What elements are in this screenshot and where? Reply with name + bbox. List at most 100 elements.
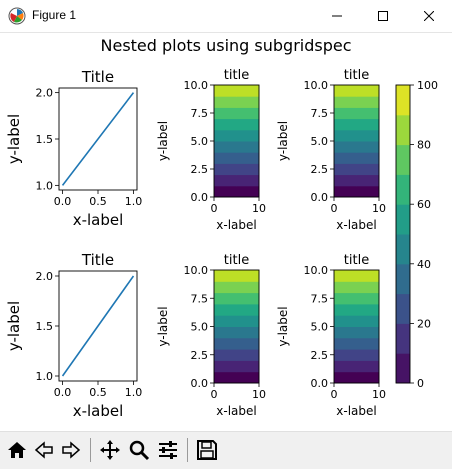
toolbar-separator bbox=[90, 438, 91, 462]
heatmap-cell bbox=[334, 129, 357, 142]
maximize-icon bbox=[378, 11, 388, 21]
maximize-button[interactable] bbox=[360, 0, 406, 32]
heatmap-cell bbox=[334, 371, 357, 384]
x-tick-label: 10 bbox=[252, 388, 266, 401]
heatmap-cell bbox=[334, 292, 357, 305]
heatmap-cell bbox=[334, 349, 357, 361]
heatmap-cell bbox=[214, 163, 237, 176]
heatmap-cell bbox=[334, 118, 357, 131]
heatmap-cell bbox=[334, 326, 357, 339]
heatmap-cell bbox=[356, 163, 380, 176]
x-tick-label: 0.0 bbox=[54, 386, 72, 399]
pan-button[interactable] bbox=[97, 437, 123, 463]
heatmap-cell bbox=[334, 303, 357, 316]
heatmap-cell bbox=[334, 185, 357, 198]
zoom-icon bbox=[129, 440, 150, 461]
heatmap-cell bbox=[334, 337, 357, 350]
x-tick-label: 10 bbox=[372, 388, 386, 401]
y-tick-label: 5.0 bbox=[191, 135, 209, 148]
forward-icon bbox=[62, 441, 81, 459]
axes-title: title bbox=[344, 68, 369, 83]
y-tick-label: 2.5 bbox=[191, 163, 209, 176]
colorbar-segment bbox=[396, 85, 410, 116]
heatmap-cell bbox=[236, 270, 260, 282]
y-tick-label: 0.0 bbox=[191, 377, 209, 390]
colorbar-tick-label: 100 bbox=[417, 79, 438, 92]
colorbar-tick-label: 0 bbox=[417, 377, 424, 390]
figure-svg: Nested plots using subgridspec 0.0 0.5 1.0… bbox=[5, 36, 438, 420]
forward-button[interactable] bbox=[58, 437, 84, 463]
back-icon bbox=[34, 441, 53, 459]
colorbar-tick-label: 20 bbox=[417, 317, 431, 330]
pan-icon bbox=[100, 440, 120, 460]
y-axis-label: y-label bbox=[5, 114, 23, 164]
y-tick-label: 2.5 bbox=[191, 349, 209, 362]
heatmap-cell bbox=[356, 118, 380, 131]
heatmap-cell bbox=[236, 360, 260, 373]
y-tick-label: 0.0 bbox=[311, 191, 329, 204]
y-axis-label: y-label bbox=[156, 306, 170, 346]
figure-canvas[interactable]: Nested plots using subgridspec 0.0 0.5 1.0… bbox=[0, 33, 452, 431]
heatmap-cell bbox=[236, 152, 260, 164]
y-axis-label: y-label bbox=[276, 121, 290, 161]
y-axis-label: y-label bbox=[156, 121, 170, 161]
heatmap-cell bbox=[236, 326, 260, 339]
y-axis-label: y-label bbox=[276, 306, 290, 346]
x-tick-label: 10 bbox=[372, 202, 386, 215]
heatmap-cell bbox=[236, 85, 260, 97]
axes-title: title bbox=[224, 68, 249, 83]
colorbar-tick-label: 80 bbox=[417, 139, 431, 152]
heatmap-cell bbox=[334, 270, 357, 282]
colorbar-segment bbox=[396, 234, 410, 265]
x-tick-label: 1.0 bbox=[125, 386, 143, 399]
heatmap-cell bbox=[214, 292, 237, 305]
home-button[interactable] bbox=[4, 437, 30, 463]
y-tick-label: 10.0 bbox=[304, 79, 329, 92]
axes-title: Title bbox=[81, 68, 114, 86]
colorbar-segment bbox=[396, 353, 410, 384]
back-button[interactable] bbox=[31, 437, 57, 463]
heatmap-cell bbox=[214, 185, 237, 198]
y-tick-label: 2.5 bbox=[311, 349, 329, 362]
minimize-button[interactable] bbox=[314, 0, 360, 32]
configure-subplots-button[interactable] bbox=[155, 437, 181, 463]
heatmap-cell bbox=[334, 281, 357, 294]
y-tick-label: 2.0 bbox=[36, 87, 54, 100]
y-tick-label: 7.5 bbox=[191, 292, 209, 305]
x-axis-label: x-label bbox=[336, 404, 376, 418]
y-tick-label: 5.0 bbox=[191, 321, 209, 334]
colorbar-segment bbox=[396, 174, 410, 205]
heatmap-cell bbox=[214, 107, 237, 120]
colorbar-segment bbox=[396, 263, 410, 295]
heatmap-cell bbox=[356, 360, 380, 373]
heatmap-cell bbox=[356, 292, 380, 305]
home-icon bbox=[8, 442, 26, 458]
heatmap-cell bbox=[214, 315, 237, 327]
heatmap-cell bbox=[214, 360, 237, 373]
y-tick-label: 2.0 bbox=[36, 270, 54, 283]
heatmap-cell bbox=[334, 141, 357, 153]
heatmap-cell bbox=[236, 349, 260, 361]
save-button[interactable] bbox=[194, 437, 220, 463]
heatmap-cell bbox=[334, 163, 357, 176]
heatmap-cell bbox=[334, 174, 357, 187]
heatmap-cell bbox=[214, 270, 237, 282]
heatmap-cell bbox=[356, 326, 380, 339]
heatmap-cell bbox=[356, 281, 380, 294]
colorbar-segment bbox=[396, 114, 410, 146]
save-icon bbox=[197, 440, 217, 460]
x-axis-label: x-label bbox=[73, 211, 124, 229]
zoom-button[interactable] bbox=[126, 437, 152, 463]
heatmap-cell bbox=[356, 315, 380, 327]
heatmap-cell bbox=[334, 85, 357, 97]
colorbar-frame bbox=[395, 84, 411, 384]
y-tick-label: 1.5 bbox=[36, 133, 54, 146]
y-tick-label: 10.0 bbox=[304, 264, 329, 277]
y-tick-label: 1.5 bbox=[36, 320, 54, 333]
line-series bbox=[61, 275, 135, 377]
navigation-toolbar bbox=[0, 431, 452, 469]
close-button[interactable] bbox=[406, 0, 452, 32]
x-tick-label: 0.5 bbox=[89, 195, 107, 208]
colorbar-segment bbox=[396, 323, 410, 354]
matplotlib-logo-icon bbox=[8, 7, 26, 25]
